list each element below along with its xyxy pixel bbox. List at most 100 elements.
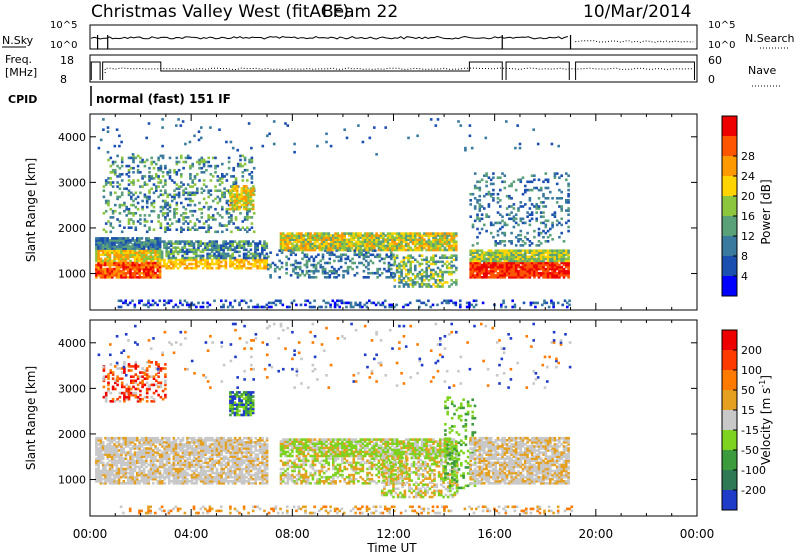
data-cell	[450, 240, 453, 244]
data-cell	[484, 136, 488, 140]
data-cell	[124, 463, 128, 467]
data-cell	[111, 439, 114, 442]
data-cell	[258, 240, 262, 243]
data-cell	[567, 182, 570, 186]
data-cell	[154, 447, 157, 450]
data-cell	[514, 259, 518, 263]
data-cell	[140, 439, 144, 442]
data-cell	[443, 281, 447, 284]
data-cell	[494, 257, 497, 261]
data-cell	[246, 216, 249, 219]
data-cell	[342, 253, 345, 257]
data-cell	[190, 256, 193, 260]
data-cell	[567, 267, 570, 271]
data-cell	[149, 265, 153, 269]
data-cell	[374, 255, 377, 259]
data-cell	[233, 299, 237, 303]
data-cell	[288, 236, 292, 239]
data-cell	[420, 285, 424, 288]
data-cell	[108, 475, 112, 479]
data-cell	[455, 281, 458, 284]
data-cell	[521, 261, 525, 265]
data-cell	[142, 267, 146, 271]
data-cell	[258, 254, 262, 258]
data-cell	[124, 445, 128, 448]
data-cell	[361, 140, 365, 144]
data-cell	[339, 257, 343, 261]
data-cell	[217, 254, 221, 258]
data-cell	[164, 226, 167, 229]
data-cell	[142, 471, 146, 475]
data-cell	[418, 242, 422, 246]
data-cell	[140, 459, 144, 463]
data-cell	[149, 269, 153, 273]
data-cell	[524, 203, 527, 206]
data-cell	[480, 271, 484, 275]
data-cell	[147, 441, 150, 444]
data-cell	[136, 265, 139, 269]
data-cell	[494, 240, 497, 243]
data-cell	[235, 199, 239, 203]
data-cell	[149, 441, 153, 444]
data-cell	[145, 461, 148, 465]
data-cell	[215, 250, 218, 254]
data-cell	[232, 183, 235, 186]
data-cell	[222, 256, 225, 260]
data-cell	[533, 186, 536, 190]
data-cell	[473, 265, 477, 269]
data-cell	[97, 259, 100, 263]
data-cell	[164, 212, 167, 215]
data-cell	[409, 264, 412, 268]
data-cell	[327, 301, 330, 305]
data-cell	[434, 270, 438, 274]
data-cell	[393, 256, 397, 259]
data-cell	[501, 265, 504, 269]
data-cell	[263, 244, 266, 247]
data-cell	[97, 439, 100, 442]
data-cell	[149, 241, 153, 244]
colorbar-swatch	[722, 136, 737, 156]
data-cell	[99, 239, 103, 242]
data-cell	[295, 238, 299, 241]
data-cell	[434, 246, 438, 250]
data-cell	[142, 271, 146, 275]
data-cell	[106, 439, 109, 442]
data-cell	[120, 455, 123, 458]
data-cell	[99, 449, 103, 452]
data-cell	[524, 261, 527, 265]
data-cell	[378, 274, 382, 277]
data-cell	[189, 164, 192, 168]
data-cell	[115, 471, 119, 475]
data-cell	[152, 160, 156, 164]
data-cell	[434, 242, 438, 246]
data-cell	[145, 439, 148, 442]
data-cell	[436, 244, 440, 248]
data-cell	[147, 477, 150, 481]
data-cell	[138, 465, 141, 469]
data-cell	[319, 265, 322, 269]
data-cell	[434, 124, 438, 127]
data-cell	[286, 234, 290, 237]
data-cell	[192, 463, 196, 467]
data-cell	[138, 473, 141, 477]
data-cell	[95, 274, 98, 277]
data-cell	[191, 181, 194, 184]
data-cell	[370, 232, 374, 235]
data-cell	[126, 445, 130, 448]
data-cell	[120, 243, 123, 246]
data-cell	[402, 279, 406, 282]
data-cell	[108, 436, 112, 440]
data-cell	[157, 214, 160, 217]
data-cell	[152, 463, 155, 467]
data-cell	[377, 244, 381, 248]
data-cell	[104, 467, 107, 471]
data-cell	[173, 207, 176, 211]
data-cell	[204, 258, 207, 262]
data-cell	[155, 173, 158, 176]
data-cell	[177, 453, 180, 456]
data-cell	[117, 305, 121, 309]
data-cell	[445, 299, 448, 303]
data-cell	[218, 128, 221, 131]
data-cell	[487, 249, 491, 252]
